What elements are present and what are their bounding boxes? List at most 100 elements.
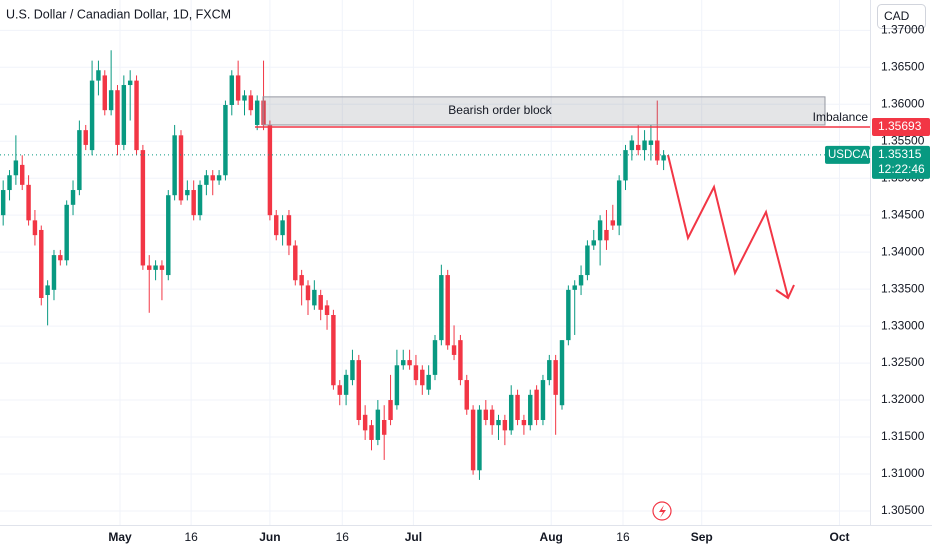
candle-body (58, 255, 63, 261)
symbol-label: USDCAD (828, 149, 877, 161)
candle-body (267, 124, 273, 216)
candle-body (70, 190, 76, 205)
candle-body (362, 414, 368, 431)
candle-body (585, 245, 590, 276)
candle-body (375, 409, 381, 440)
candle-body (407, 360, 412, 366)
candle-body (369, 425, 374, 440)
lightning-icon[interactable] (652, 501, 672, 521)
y-tick-label: 1.34000 (881, 244, 925, 258)
x-tick-label: 16 (616, 530, 630, 544)
candle-body (337, 385, 342, 395)
candle-body (642, 140, 647, 151)
candle-body (318, 295, 323, 310)
candle-body (388, 400, 393, 420)
candle-body (39, 229, 44, 298)
candle-body (172, 135, 177, 196)
candle-body (629, 140, 635, 151)
candle-body (223, 105, 228, 176)
candle-body (610, 220, 616, 226)
candle-body (439, 275, 444, 341)
candle-body (248, 95, 254, 111)
candle-body (591, 240, 596, 246)
candle-body (261, 100, 266, 125)
candle-body (515, 394, 520, 420)
candle-body (115, 90, 120, 145)
candle-body (178, 135, 184, 201)
candle-body (197, 184, 203, 216)
imbalance-label: Imbalance (813, 110, 869, 124)
last-price-tag (872, 145, 930, 179)
y-tick-label: 1.36500 (881, 59, 925, 73)
x-tick-label: 16 (184, 530, 198, 544)
candle-body (445, 275, 450, 346)
y-tick-label: 1.37000 (881, 22, 925, 36)
candle-body (96, 70, 101, 81)
candle-body (13, 160, 19, 176)
candle-body (553, 360, 558, 395)
candle-body (648, 140, 654, 145)
candle-body (502, 420, 508, 431)
candle-body (528, 394, 533, 426)
candle-body (521, 420, 527, 426)
candle-body (274, 215, 279, 236)
candle-body (293, 245, 298, 281)
candle-body (64, 204, 69, 261)
candle-body (547, 360, 552, 381)
candle-body (477, 409, 482, 471)
candle-body (77, 130, 82, 191)
candle-body (566, 289, 571, 341)
currency-button[interactable]: CAD (877, 4, 926, 29)
candle-body (153, 265, 158, 270)
candle-body (204, 175, 209, 185)
x-tick-label: Jul (405, 530, 422, 544)
y-tick-label: 1.31500 (881, 429, 925, 443)
candle-body (280, 220, 285, 236)
candle-body (7, 175, 12, 191)
y-tick-label: 1.35500 (881, 133, 925, 147)
candle-body (489, 409, 495, 426)
candle-body (229, 75, 235, 105)
candle-body (89, 80, 95, 151)
candle-body (286, 215, 292, 246)
candle-body (331, 315, 336, 386)
last-price: 1.35315 (878, 147, 922, 161)
currency-label[interactable]: CAD (884, 9, 910, 23)
candle-body (127, 80, 133, 86)
x-tick-label: May (108, 530, 132, 544)
candle-body (597, 220, 603, 241)
candle-body (635, 144, 641, 151)
candle-body (616, 180, 622, 226)
imbalance-price-tag (872, 117, 930, 136)
candle-body (470, 409, 476, 471)
x-tick-label: Oct (830, 530, 850, 544)
candle-body (210, 175, 215, 181)
candle-body (254, 100, 260, 125)
y-tick-label: 1.32500 (881, 355, 925, 369)
y-tick-label: 1.30500 (881, 503, 925, 517)
candle-body (51, 255, 57, 290)
candle-body (496, 420, 501, 426)
candle-body (623, 150, 628, 181)
candle-body (534, 389, 539, 420)
candle-body (242, 95, 247, 101)
projection-arrowhead (775, 284, 795, 300)
countdown: 12:22:46 (878, 162, 925, 176)
y-tick-label: 1.31000 (881, 466, 925, 480)
candle-body (20, 164, 25, 185)
candle-body (166, 195, 171, 276)
candle-body (451, 345, 457, 355)
candle-body (108, 90, 114, 111)
candle-body (426, 374, 431, 390)
order-block (262, 96, 826, 126)
x-tick-label: 16 (336, 530, 350, 544)
candle-body (191, 190, 196, 216)
candle-body (458, 340, 463, 381)
symbol-tag (825, 145, 870, 164)
y-tick-label: 1.36000 (881, 96, 925, 110)
order-block-label: Bearish order block (448, 103, 552, 117)
candle-body (604, 229, 609, 241)
x-tick-label: Aug (540, 530, 563, 544)
candle-body (343, 374, 349, 395)
